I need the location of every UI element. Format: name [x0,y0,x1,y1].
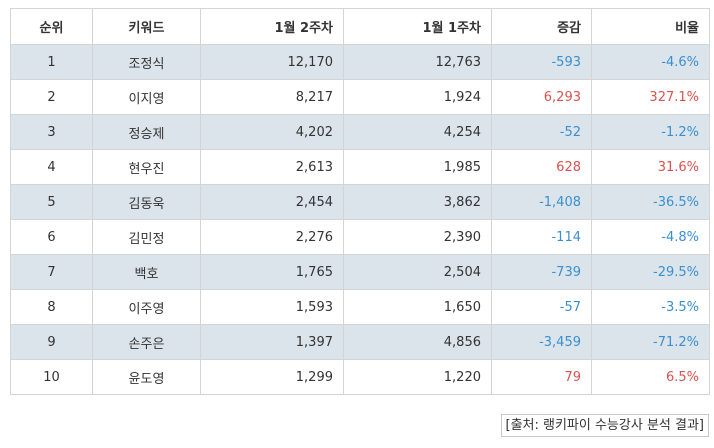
cell-week2: 2,613 [200,149,344,185]
header-change: 증감 [491,8,592,45]
cell-week2: 1,765 [200,254,344,290]
cell-ratio: -4.6% [591,44,710,80]
cell-change: 6,293 [491,79,592,115]
cell-rank: 3 [10,114,93,150]
cell-week2: 1,299 [200,359,344,395]
cell-week2: 1,397 [200,324,344,360]
cell-change: 628 [491,149,592,185]
table-row: 2 이지영 8,217 1,924 6,293 327.1% [10,79,710,115]
cell-keyword: 정승제 [92,114,201,150]
cell-keyword: 김동욱 [92,184,201,220]
cell-ratio: -1.2% [591,114,710,150]
header-keyword: 키워드 [92,8,201,45]
cell-change: -593 [491,44,592,80]
cell-rank: 7 [10,254,93,290]
cell-week1: 1,650 [343,289,492,325]
cell-rank: 5 [10,184,93,220]
table-header-row: 순위 키워드 1월 2주차 1월 1주차 증감 비율 [10,8,710,45]
cell-change: 79 [491,359,592,395]
table-row: 1 조정식 12,170 12,763 -593 -4.6% [10,44,710,80]
table-row: 7 백호 1,765 2,504 -739 -29.5% [10,254,710,290]
cell-week1: 3,862 [343,184,492,220]
cell-change: -3,459 [491,324,592,360]
ranking-table: 순위 키워드 1월 2주차 1월 1주차 증감 비율 1 조정식 12,170 12,… [10,8,710,395]
cell-rank: 10 [10,359,93,395]
cell-ratio: 6.5% [591,359,710,395]
table-row: 3 정승제 4,202 4,254 -52 -1.2% [10,114,710,150]
cell-week1: 4,254 [343,114,492,150]
cell-ratio: 31.6% [591,149,710,185]
table-body: 1 조정식 12,170 12,763 -593 -4.6% 2 이지영 8,217 1,924 6… [10,44,710,395]
cell-rank: 8 [10,289,93,325]
source-caption: [출처: 랭키파이 수능강사 분석 결과] [500,414,709,437]
cell-week2: 2,276 [200,219,344,255]
cell-keyword: 현우진 [92,149,201,185]
cell-week1: 2,390 [343,219,492,255]
header-week1: 1월 1주차 [343,8,492,45]
cell-rank: 2 [10,79,93,115]
cell-rank: 1 [10,44,93,80]
cell-keyword: 백호 [92,254,201,290]
table-row: 4 현우진 2,613 1,985 628 31.6% [10,149,710,185]
cell-keyword: 이지영 [92,79,201,115]
header-ratio: 비율 [591,8,710,45]
cell-ratio: -71.2% [591,324,710,360]
table-row: 8 이주영 1,593 1,650 -57 -3.5% [10,289,710,325]
table-row: 10 윤도영 1,299 1,220 79 6.5% [10,359,710,395]
table-row: 5 김동욱 2,454 3,862 -1,408 -36.5% [10,184,710,220]
cell-rank: 9 [10,324,93,360]
table-row: 6 김민정 2,276 2,390 -114 -4.8% [10,219,710,255]
cell-week2: 12,170 [200,44,344,80]
cell-change: -1,408 [491,184,592,220]
cell-ratio: -3.5% [591,289,710,325]
cell-rank: 6 [10,219,93,255]
cell-week1: 1,985 [343,149,492,185]
cell-change: -739 [491,254,592,290]
cell-ratio: 327.1% [591,79,710,115]
cell-change: -114 [491,219,592,255]
cell-ratio: -29.5% [591,254,710,290]
cell-week2: 2,454 [200,184,344,220]
header-rank: 순위 [10,8,93,45]
cell-keyword: 김민정 [92,219,201,255]
cell-change: -57 [491,289,592,325]
cell-week1: 12,763 [343,44,492,80]
header-week2: 1월 2주차 [200,8,344,45]
table-row: 9 손주은 1,397 4,856 -3,459 -71.2% [10,324,710,360]
cell-week2: 1,593 [200,289,344,325]
cell-keyword: 윤도영 [92,359,201,395]
cell-ratio: -36.5% [591,184,710,220]
cell-week2: 8,217 [200,79,344,115]
cell-week1: 1,924 [343,79,492,115]
cell-rank: 4 [10,149,93,185]
cell-week1: 4,856 [343,324,492,360]
cell-keyword: 손주은 [92,324,201,360]
ranking-table-container: 순위 키워드 1월 2주차 1월 1주차 증감 비율 1 조정식 12,170 12,… [10,8,710,395]
cell-keyword: 이주영 [92,289,201,325]
cell-change: -52 [491,114,592,150]
cell-keyword: 조정식 [92,44,201,80]
cell-week1: 1,220 [343,359,492,395]
cell-week2: 4,202 [200,114,344,150]
cell-week1: 2,504 [343,254,492,290]
cell-ratio: -4.8% [591,219,710,255]
